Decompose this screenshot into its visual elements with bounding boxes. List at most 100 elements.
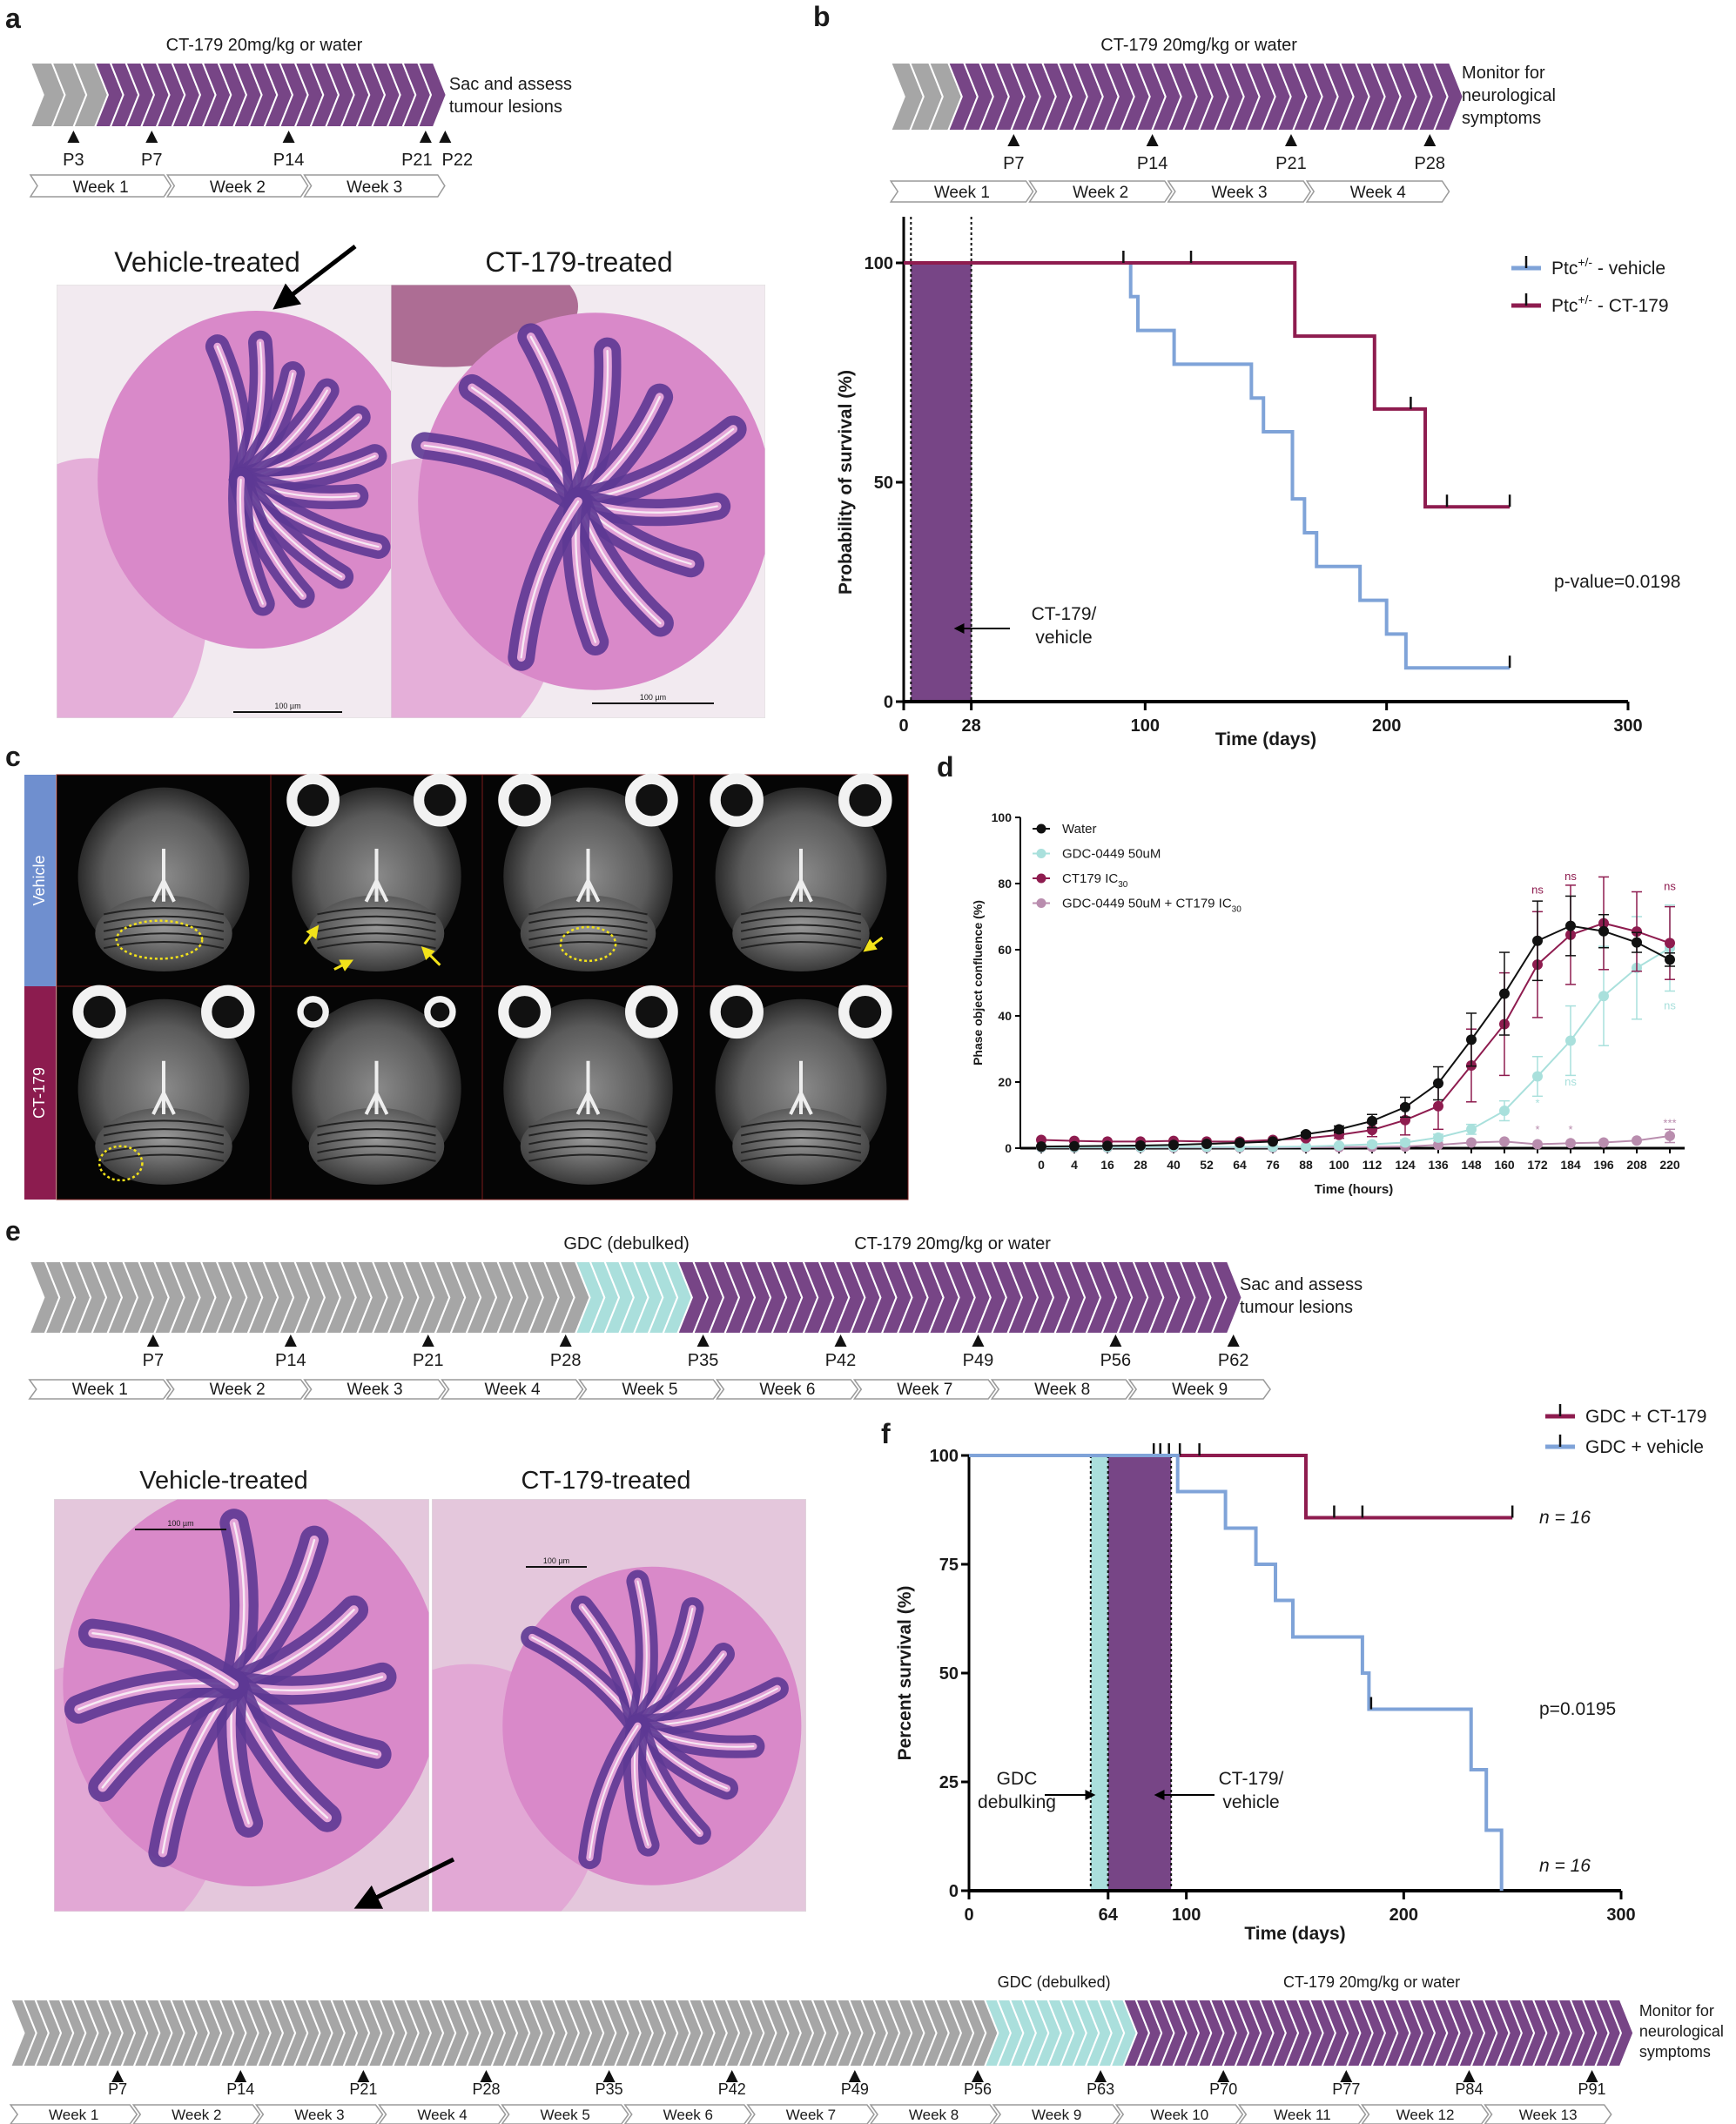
survival-series (904, 251, 1511, 509)
week-box (28, 1379, 172, 1400)
eye (414, 773, 467, 827)
tumour-outline (559, 925, 617, 963)
data-point (1665, 954, 1675, 965)
timeline-end-label: tumour lesions (449, 97, 562, 117)
data-point (1201, 1139, 1212, 1150)
data-point (1168, 1139, 1179, 1151)
timeline-marker-label: P35 (688, 1351, 719, 1370)
data-point (1665, 938, 1675, 949)
legend-label-subscript: 30 (1118, 880, 1128, 890)
marker-triangle-icon (146, 1334, 159, 1347)
week-label: Week 6 (663, 2107, 713, 2123)
tumour-arrow-icon (303, 924, 320, 945)
series-d_cyan (1036, 904, 1675, 1153)
week-box (29, 174, 172, 198)
week-label: Week 6 (759, 1381, 815, 1399)
x-tick-label: 184 (1560, 1158, 1581, 1172)
timeline-marker-label: P14 (226, 2080, 254, 2098)
significance-label: * (1535, 1123, 1539, 1136)
y-axis-label: Probability of survival (%) (836, 370, 856, 595)
week-label: Week 3 (294, 2107, 344, 2123)
data-point (1532, 1071, 1543, 1082)
p-value-label: p=0.0195 (1539, 1699, 1616, 1719)
significance-label: ns (1564, 870, 1577, 883)
mri-image (270, 773, 483, 987)
data-point (1036, 1141, 1046, 1153)
x-tick-label: 136 (1428, 1158, 1449, 1172)
legend-marker (1036, 823, 1046, 834)
timeline-end-label: Sac and assess (1240, 1275, 1363, 1294)
marker-triangle-icon (971, 2070, 984, 2082)
y-tick-label: 50 (874, 474, 893, 493)
timeline-marker-label: P91 (1578, 2080, 1606, 2098)
tumour-arrow-icon (273, 245, 357, 310)
marker-triangle-icon (357, 2070, 370, 2082)
treatment-window-label: vehicle (1035, 628, 1092, 648)
week-box (1127, 1379, 1271, 1400)
x-tick-label: 4 (1071, 1158, 1078, 1172)
data-point (1499, 1106, 1510, 1117)
timeline-phase-purple (676, 1260, 1243, 1334)
marker-triangle-icon (439, 131, 452, 143)
scale-bar-label: 100 µm (167, 1519, 193, 1528)
y-tick-label: 60 (998, 943, 1012, 957)
legend-label: Ptc+/- - vehicle (1551, 255, 1665, 279)
week-box (9, 2104, 138, 2124)
n-label: n = 16 (1539, 1856, 1591, 1876)
y-tick-label: 75 (939, 1556, 959, 1575)
data-point (1433, 1132, 1443, 1143)
eye (625, 985, 678, 1038)
timeline-marker-label: P14 (1137, 154, 1168, 173)
marker-triangle-icon (1423, 134, 1437, 146)
legend-label: GDC + vehicle (1585, 1437, 1704, 1457)
timeline-end-label: neurological (1639, 2022, 1724, 2040)
histology-image (432, 1499, 806, 1912)
data-point (1301, 1129, 1311, 1140)
week-label: Week 1 (49, 2107, 98, 2123)
week-box (165, 1379, 309, 1400)
legend-label: Ptc+/- - CT-179 (1551, 292, 1669, 316)
timeline-marker-label: P7 (108, 2080, 127, 2098)
marker-triangle-icon (559, 1334, 572, 1347)
legend-label-text: - CT-179 (1592, 296, 1669, 316)
data-point (1565, 920, 1576, 931)
significance-label: * (1568, 1123, 1572, 1136)
y-tick-label: 100 (930, 1447, 959, 1466)
line-chart-d: 0 20 40 60 80 100 0 4 16 28 40 52 64 76 88 100 112 124 136… (971, 810, 1685, 1197)
x-tick-label: 148 (1461, 1158, 1482, 1172)
x-tick-label: 64 (1233, 1158, 1247, 1172)
week-box (303, 1379, 447, 1400)
timeline-marker-label: P77 (1332, 2080, 1360, 2098)
week-label: Week 5 (541, 2107, 590, 2123)
treatment-window-label: GDC (997, 1769, 1038, 1789)
x-tick-label: 40 (1167, 1158, 1181, 1172)
treatment-window-label: debulking (978, 1792, 1056, 1812)
x-tick-label: 200 (1372, 716, 1401, 736)
survival-chart-f: GDC debulking CT-179/vehicle 0 25 50 75 100 0 64 1… (895, 1404, 1706, 1944)
x-tick-label: 112 (1363, 1158, 1383, 1172)
marker-triangle-icon (602, 2070, 616, 2082)
week-box (254, 2104, 384, 2124)
legend-label: GDC-0449 50uM + CT179 IC30 (1062, 897, 1241, 915)
timeline-phase-gray (28, 1260, 591, 1334)
y-tick-label: 100 (865, 254, 893, 273)
week-label: Week 2 (210, 1381, 266, 1399)
panel-label-b: b (813, 1, 831, 32)
panel-label-a: a (5, 3, 21, 34)
week-label: Week 4 (1350, 184, 1407, 202)
week-label: Week 9 (1172, 1381, 1228, 1399)
marker-triangle-icon (848, 2070, 861, 2082)
marker-triangle-icon (1094, 2070, 1107, 2082)
week-label: Week 4 (417, 2107, 467, 2123)
x-tick-label: 124 (1395, 1158, 1416, 1172)
row-label: CT-179 (30, 1067, 48, 1119)
timeline-end-label: Monitor for (1639, 2002, 1714, 2020)
legend-label-superscript: +/- (1578, 292, 1592, 306)
data-point (1598, 1137, 1609, 1148)
y-tick-label: 40 (998, 1009, 1012, 1023)
significance-label: ns (1564, 1075, 1577, 1088)
week-box (131, 2104, 261, 2124)
data-point (1400, 1137, 1410, 1148)
y-tick-label: 100 (992, 810, 1013, 824)
week-box (746, 2104, 875, 2124)
